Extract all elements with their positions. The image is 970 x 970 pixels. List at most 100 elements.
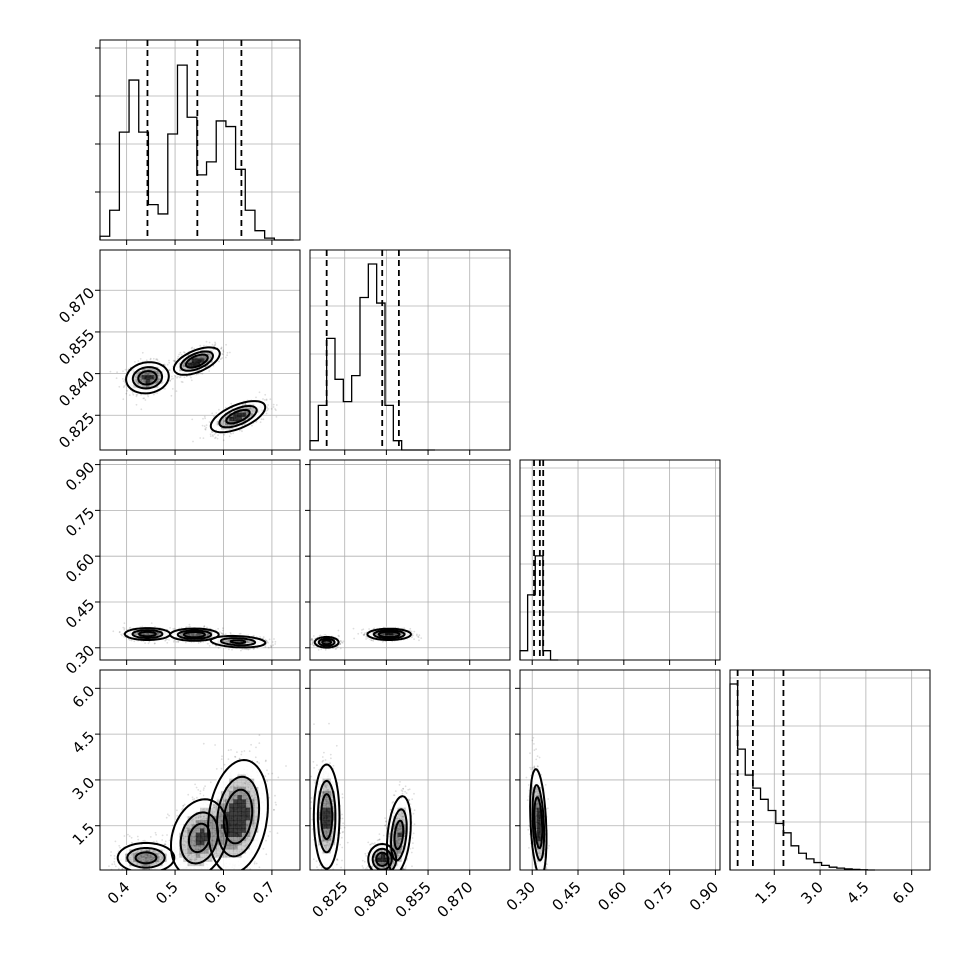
pair-0-2-density-cell-27-4: [212, 639, 217, 644]
pair-0-1-point-0-531: [171, 388, 174, 390]
pair-0-1-density-cell-11-20: [145, 362, 151, 367]
pair-0-1-density-cell-27-23: [212, 350, 217, 355]
pair-0-3-point-0-375: [110, 851, 112, 853]
pair-0-1-point-1-166: [173, 359, 176, 362]
pair-0-1-density-cell-8-16: [133, 379, 138, 384]
pair-0-1-point-0-196: [175, 390, 178, 392]
pair-0-2-contour-1-2: [183, 631, 206, 639]
pair-0-2-point-1-89: [184, 641, 187, 644]
pair-0-1-point-1-314: [197, 373, 200, 375]
pair-0-3-point-0-115: [127, 833, 129, 836]
pair-0-1-density-cell-36-9: [250, 408, 255, 413]
pair-0-2-density-cell-28-4: [216, 639, 222, 644]
pair-0-1-density-cell-18-19: [175, 366, 180, 372]
pair-0-2-density-cell-6-6: [125, 630, 130, 636]
pair-0-1-point-0-175: [109, 370, 112, 373]
pair-0-1-density-cell-34-8: [241, 412, 247, 417]
pair-0-2-point-2-384: [228, 648, 230, 651]
pair-0-1-density-cell-32-5: [233, 425, 238, 430]
pair-0-1-density-cell-12-20: [150, 362, 155, 367]
pair-0-2-point-2-472: [224, 633, 227, 635]
pair-0-3-point-0-182: [155, 840, 158, 843]
pair-0-2-density-cell-7-6: [129, 630, 134, 636]
pair-0-1-point-0-237: [168, 361, 171, 364]
pair-0-2-point-2-38: [239, 632, 242, 635]
pair-0-2-density-cell-16-5: [166, 635, 172, 640]
pair-0-1-point-1-548: [208, 341, 211, 344]
pair-0-1-contours: [125, 346, 267, 434]
pair-0-1-density-cell-24-22: [200, 354, 205, 359]
pair-0-1-point-2-379: [191, 418, 194, 421]
pair-0-1-density-cell-21-18: [187, 370, 192, 376]
pair-0-1-density-cell-15-19: [162, 366, 167, 372]
pair-0-1-point-0-283: [146, 393, 149, 396]
pair-0-3-panel: [108, 734, 287, 870]
pair-0-1-point-2-54: [202, 437, 205, 439]
pair-0-2-density-cell-22-6: [191, 630, 197, 636]
pair-0-2-point-2-27: [265, 639, 268, 642]
pair-0-1-density-cell-24-21: [200, 358, 205, 363]
pair-0-1-point-2-65: [265, 399, 268, 401]
pair-0-2-point-0-180: [150, 622, 153, 624]
pair-0-1-point-1-121: [220, 346, 223, 349]
pair-0-2-point-0-574: [133, 640, 136, 643]
pair-0-3-point-0-516: [164, 843, 167, 846]
pair-0-1-point-1-547: [222, 353, 224, 356]
pair-0-1-density-cell-26-22: [208, 354, 213, 359]
hist-0-bars: [99, 64, 294, 241]
pair-0-2-point-1-407: [173, 627, 176, 630]
pair-0-1-point-2-535: [208, 421, 211, 423]
pair-0-1-density-cell-23-20: [195, 362, 201, 367]
pair-0-2-contour-0-2: [138, 630, 157, 638]
pair-0-1-point-2-149: [202, 417, 204, 420]
pair-0-2-point-2-442: [267, 646, 270, 649]
pair-0-1-point-1-552: [195, 373, 198, 376]
pair-0-1-point-0-98: [134, 361, 136, 363]
pair-0-1-point-2-101: [255, 396, 257, 399]
pair-0-2-point-2-373: [215, 644, 217, 647]
pair-0-1-point-1-92: [222, 349, 225, 352]
pair-0-1-point-1-488: [226, 351, 229, 354]
pair-0-1-contour-1-2: [185, 353, 209, 369]
pair-0-1-density-cell-10-19: [141, 366, 147, 372]
pair-0-1-point-2-483: [218, 408, 220, 411]
pair-0-1-point-2-68: [263, 399, 266, 401]
hist-2-background: [520, 460, 720, 660]
pair-0-1-point-1-276: [178, 376, 181, 379]
pair-0-1-point-0-497: [128, 394, 131, 396]
pair-0-1-point-1-531: [226, 354, 229, 357]
pair-0-2-point-2-100: [252, 647, 255, 650]
pair-0-1-point-0-659: [144, 399, 147, 401]
pair-0-1-point-2-562: [265, 412, 268, 415]
pair-0-2-density-cell-33-4: [237, 639, 242, 644]
pair-0-1-point-1-247: [214, 342, 217, 345]
pair-0-1-point-2-529: [212, 435, 214, 438]
pair-0-3-point-0-345: [117, 867, 120, 870]
pair-0-1-point-1-411: [225, 356, 227, 359]
pair-0-1-density-cell-9-18: [137, 370, 142, 376]
pair-0-1-density-cell-10-14: [141, 387, 147, 392]
pair-0-1-point-2-132: [264, 393, 267, 396]
pair-0-1-point-2-120: [210, 431, 213, 433]
pair-0-1-point-1-585: [183, 351, 185, 353]
pair-0-1-density-cell-21-19: [187, 366, 192, 372]
pair-0-1-point-2-520: [216, 437, 219, 440]
pair-0-3-point-0-74: [118, 844, 121, 847]
pair-0-2-point-1-131: [185, 626, 188, 628]
pair-0-1-density-cell-11-16: [145, 379, 151, 384]
pair-0-1-panel: [109, 340, 278, 443]
pair-0-1-point-0-244: [115, 377, 118, 380]
pair-0-2-density-cell-18-6: [175, 630, 180, 636]
pair-0-2-point-1-363: [222, 627, 224, 630]
pair-0-2-point-1-425: [221, 629, 224, 632]
pair-0-1-density-cell-10-16: [141, 379, 147, 384]
pair-0-1-density-cell-20-18: [183, 370, 188, 376]
pair-0-3-point-0-577: [137, 838, 140, 841]
pair-0-2-point-2-317: [271, 641, 274, 643]
pair-0-2-point-0-23: [128, 627, 131, 629]
pair-0-3-point-0-102: [114, 865, 117, 868]
pair-0-2-point-2-55: [243, 648, 246, 650]
pair-0-1-point-1-618: [205, 340, 208, 343]
pair-0-1-density-cell-31-7: [229, 416, 234, 422]
